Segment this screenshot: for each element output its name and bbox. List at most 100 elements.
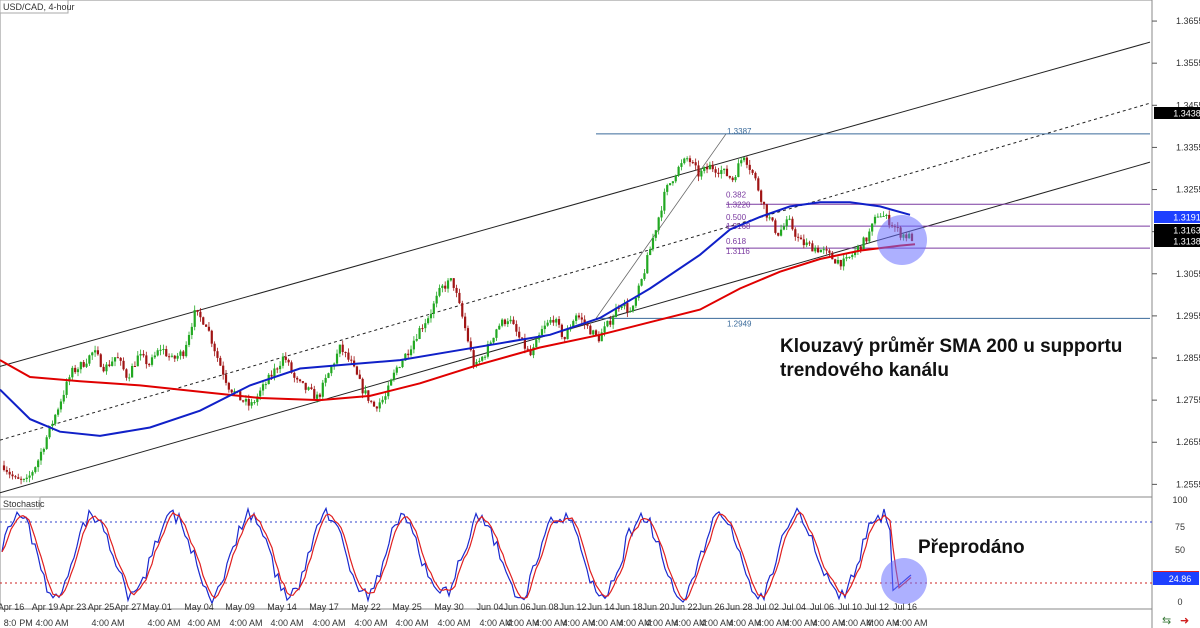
time-label: 4:00 AM [354,618,387,628]
candle-body [731,177,734,181]
candle-body [859,246,862,250]
candle-body [99,354,102,367]
time-label: 4:00 AM [229,618,262,628]
time-label: 4:00 AM [437,618,470,628]
date-label: Jun 20 [642,602,669,612]
price-badge-label: 1.3138 [1173,237,1200,247]
candle-body [466,328,470,342]
candle-body [293,372,296,378]
support-highlight [877,215,927,265]
candle-body [461,303,464,317]
candle-body [321,382,324,397]
candle-body [492,337,495,343]
candle-body [865,237,868,242]
candle-body [162,349,165,351]
candle-body [475,361,478,367]
candle-body [133,365,137,367]
price-tick-label: 1.3355 [1176,142,1200,152]
candle-body [575,315,578,321]
sync-icon[interactable]: ⇆ [1162,614,1171,627]
candle-body [327,373,330,378]
candle-body [219,357,222,366]
channel-line-0 [0,41,1151,367]
candle-body [660,210,663,218]
candle-body [879,216,882,218]
candle-body [495,329,498,338]
time-label: 4:00 AM [35,618,68,628]
candle-body [657,217,660,231]
candle-body [401,360,404,368]
fib-anchor-line [595,133,727,319]
candle-body [207,326,211,331]
candle-body [185,344,188,357]
candle-body [555,319,558,323]
candle-body [210,330,213,344]
candle-body [85,363,88,367]
candle-body [273,368,276,377]
candle-body [344,351,347,353]
annotation-main-line1: Klouzavý průměr SMA 200 u supportu [780,336,1122,357]
candle-body [856,246,860,251]
candle-body [378,402,381,409]
stochastic-annotation: Přeprodáno [918,537,1025,558]
candle-body [649,249,652,256]
time-label: 4:00 AM [506,618,539,628]
candle-body [244,399,248,402]
candle-body [609,320,612,325]
candle-body [842,258,845,267]
candle-body [703,167,706,172]
candle-body [122,360,125,370]
candle-body [728,176,731,178]
candle-body [464,316,467,329]
candle-body [606,320,609,327]
stochastic-d-line [1,511,912,601]
date-label: Jun 06 [503,602,530,612]
candle-body [600,332,603,342]
candle-body [14,476,17,478]
candle-body [839,259,842,267]
date-label: May 09 [225,602,255,612]
time-label: 4:00 AM [866,618,899,628]
candle-body [518,331,521,338]
candle-body [93,350,97,353]
candle-body [187,335,191,345]
candle-body [586,324,589,326]
candle-body [34,467,37,473]
candle-body [381,399,384,403]
candle-body [876,216,879,218]
candle-body [418,328,421,339]
candle-body [506,321,509,325]
candle-body [224,374,228,383]
candle-body [279,365,282,370]
candle-body [407,353,410,356]
candle-body [871,223,874,232]
candle-body [350,359,353,361]
candle-body [404,353,407,361]
candle-body [301,381,304,383]
date-label: May 25 [392,602,422,612]
time-label: 4:00 AM [700,618,733,628]
time-label: 4:00 AM [534,618,567,628]
candle-body [392,372,396,380]
time-axis: 8:0 PM 4:00 AM 4:00 AM 4:00 AM 4:00 AM 4:00 AM… [4,618,928,628]
candle-body [338,344,341,354]
candle-body [398,367,401,369]
candle-body [441,285,444,288]
channel-line-2 [0,161,1151,494]
candle-body [8,471,11,475]
candle-body [808,242,811,244]
candle-body [384,396,387,400]
candle-body [204,324,208,327]
candle-body [318,394,322,397]
candle-body [264,384,267,386]
candle-body [335,353,339,364]
candle-body [256,396,259,403]
candle-body [552,319,555,323]
candle-body [111,361,114,366]
candle-body [802,239,805,246]
candle-body [694,162,697,166]
time-label: 4:00 AM [673,618,706,628]
arrow-right-icon[interactable]: ➜ [1180,614,1189,627]
fib-label-3: 0.500 [726,213,747,222]
candle-body [711,164,714,170]
